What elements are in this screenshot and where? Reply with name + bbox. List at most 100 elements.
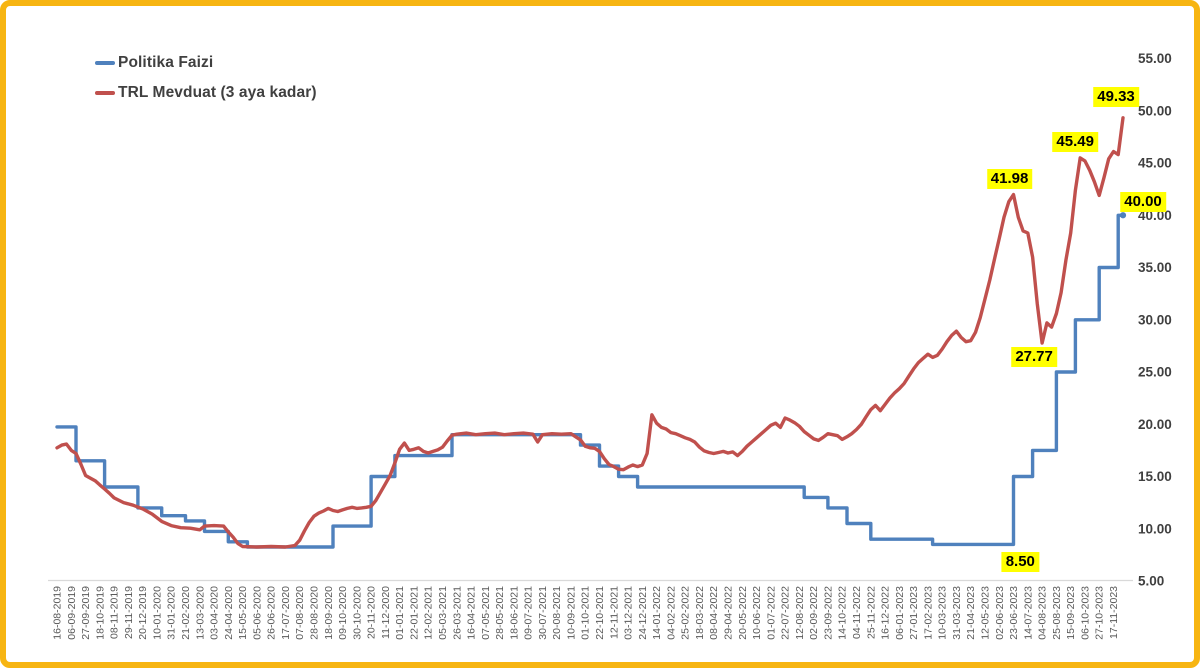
x-axis-tick-label: 03-04-2020 [209,586,221,640]
x-axis-tick-label: 27-09-2019 [80,586,92,640]
chart-legend: Politika Faizi TRL Mevduat (3 aya kadar) [95,48,317,108]
series-trl-mevduat-line[interactable] [55,116,1125,549]
x-axis-tick-label: 22-10-2021 [594,586,606,640]
x-axis-tick-label: 29-04-2022 [723,586,735,640]
x-axis-tick-label: 20-11-2020 [366,586,378,639]
x-axis-tick-label: 01-07-2022 [765,586,777,640]
data-label-41-98: 41.98 [986,168,1033,189]
series-politika-faizi-endpoint [1119,212,1127,219]
x-axis-tick-label: 29-11-2019 [123,586,135,639]
x-axis-tick-label: 25-11-2022 [865,586,877,639]
x-axis-tick-label: 18-09-2020 [323,586,335,640]
x-axis-tick-label: 30-07-2021 [537,586,549,640]
y-axis-tick-label: 15.00 [1138,469,1172,484]
x-axis-tick-label: 30-10-2020 [351,586,363,640]
x-axis-tick-label: 31-01-2020 [166,586,178,640]
legend-swatch-politika-faizi-icon [95,61,115,65]
x-axis-tick-label: 27-10-2023 [1094,586,1106,640]
x-axis-tick-label: 04-02-2022 [665,586,677,640]
x-axis-tick-label: 31-03-2023 [951,586,963,640]
x-axis-tick-label: 13-03-2020 [194,586,206,640]
x-axis-tick-label: 20-08-2021 [551,586,563,640]
x-axis-tick-label: 10-03-2023 [937,586,949,640]
x-axis-tick-label: 18-10-2019 [94,586,106,640]
x-axis-tick-label: 07-08-2020 [294,586,306,640]
x-axis-tick-label: 06-01-2023 [894,586,906,640]
legend-item-trl-mevduat[interactable]: TRL Mevduat (3 aya kadar) [95,78,317,108]
data-label-49-33: 49.33 [1093,86,1139,107]
data-label-27-77: 27.77 [1011,347,1057,368]
x-axis-tick-label: 08-04-2022 [708,586,720,640]
x-axis-tick-label: 05-03-2021 [437,586,449,640]
y-axis-tick-label: 55.00 [1138,51,1172,66]
data-label-45-49: 45.49 [1052,131,1098,152]
x-axis-tick-label: 23-09-2022 [822,586,834,640]
x-axis-tick-label: 01-10-2021 [580,586,592,640]
x-axis-tick-label: 16-04-2021 [466,586,478,640]
x-axis-tick-label: 17-02-2023 [922,586,934,640]
data-label-8-50: 8.50 [1001,552,1039,573]
x-axis-tick-label: 06-09-2019 [66,586,78,640]
x-axis-tick-label: 02-09-2022 [808,586,820,640]
legend-swatch-trl-mevduat-icon [95,91,115,95]
x-axis-tick-label: 12-08-2022 [794,586,806,640]
legend-label-trl-mevduat: TRL Mevduat (3 aya kadar) [118,84,317,101]
x-axis-tick-label: 12-05-2023 [979,586,991,640]
x-axis-tick-label: 03-12-2021 [623,586,635,640]
x-axis-tick-label: 01-01-2021 [394,586,406,640]
x-axis-tick-label: 22-07-2022 [780,586,792,640]
series-politika-faizi-line[interactable] [55,213,1125,549]
x-axis-tick-label: 17-11-2023 [1108,586,1120,639]
x-axis-tick-label: 10-09-2021 [565,586,577,640]
x-axis-tick-label: 16-12-2022 [880,586,892,640]
x-axis-tick-label: 04-11-2022 [851,586,863,639]
x-axis-tick-label: 28-08-2020 [308,586,320,640]
x-axis-tick-label: 28-05-2021 [494,586,506,640]
x-axis-tick-label: 25-02-2022 [680,586,692,640]
x-axis-tick-label: 21-04-2023 [965,586,977,640]
data-label-40-00: 40.00 [1120,192,1166,213]
x-axis-tick-label: 17-07-2020 [280,586,292,640]
y-axis-tick-label: 10.00 [1138,521,1172,536]
x-axis-tick-label: 05-06-2020 [251,586,263,640]
x-axis-tick-label: 06-10-2023 [1079,586,1091,640]
y-axis-tick-label: 30.00 [1138,312,1172,327]
x-axis-tick-label: 21-02-2020 [180,586,192,640]
y-axis-tick-label: 45.00 [1138,156,1172,171]
x-axis-tick-label: 24-04-2020 [223,586,235,640]
y-axis-tick-label: 35.00 [1138,260,1172,275]
x-axis-tick-label: 26-03-2021 [451,586,463,640]
x-axis-tick-label: 20-05-2022 [737,586,749,640]
x-axis-tick-label: 23-06-2023 [1008,586,1020,640]
x-axis-tick-label: 04-08-2023 [1037,586,1049,640]
x-axis-tick-label: 18-03-2022 [694,586,706,640]
x-axis-tick-label: 07-05-2021 [480,586,492,640]
x-axis-tick-label: 24-12-2021 [637,586,649,640]
x-axis-tick-label: 16-08-2019 [52,586,64,640]
y-axis-tick-label: 25.00 [1138,365,1172,380]
x-axis-tick-label: 22-01-2021 [408,586,420,640]
x-axis-tick-label: 20-12-2019 [137,586,149,640]
x-axis-tick-label: 08-11-2019 [109,586,121,639]
x-axis-tick-label: 10-01-2020 [151,586,163,640]
x-axis-tick-label: 15-09-2023 [1065,586,1077,640]
y-axis-tick-label: 20.00 [1138,417,1172,432]
x-axis-tick-label: 12-11-2021 [608,586,620,639]
x-axis-tick-label: 15-05-2020 [237,586,249,640]
x-axis-tick-label: 14-01-2022 [651,586,663,640]
x-axis-tick-label: 18-06-2021 [508,586,520,640]
x-axis-tick-label: 09-10-2020 [337,586,349,640]
legend-label-politika-faizi: Politika Faizi [118,54,214,71]
x-axis-tick-label: 27-01-2023 [908,586,920,640]
legend-item-politika-faizi[interactable]: Politika Faizi [95,48,317,78]
x-axis-tick-label: 25-08-2023 [1051,586,1063,640]
x-axis-tick-label: 02-06-2023 [994,586,1006,640]
x-axis-tick-label: 11-12-2020 [380,586,392,639]
y-axis-tick-label: 5.00 [1138,574,1164,589]
x-axis-tick-label: 14-07-2023 [1022,586,1034,640]
x-axis-tick-label: 10-06-2022 [751,586,763,640]
x-axis-tick-label: 09-07-2021 [523,586,535,640]
x-axis-tick-label: 12-02-2021 [423,586,435,640]
